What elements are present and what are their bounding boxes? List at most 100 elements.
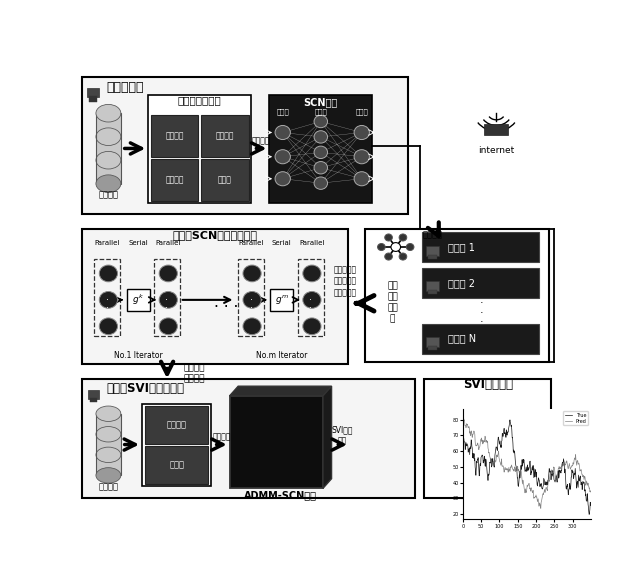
Text: Serial: Serial bbox=[128, 240, 148, 245]
Circle shape bbox=[314, 131, 328, 143]
Bar bbox=[151, 115, 198, 157]
Pred bbox=[519, 476, 526, 483]
Text: 均匀模型: 均匀模型 bbox=[252, 136, 271, 145]
Bar bbox=[82, 77, 408, 214]
Pred bbox=[537, 505, 544, 512]
Bar bbox=[422, 268, 540, 297]
Bar bbox=[145, 446, 208, 483]
True bbox=[506, 416, 514, 423]
Bar bbox=[201, 115, 248, 157]
True bbox=[586, 509, 593, 516]
Text: 某污水SVI监测工作站: 某污水SVI监测工作站 bbox=[106, 382, 184, 395]
Circle shape bbox=[378, 244, 385, 251]
Bar bbox=[154, 259, 180, 336]
True bbox=[587, 502, 595, 509]
Pred bbox=[582, 482, 590, 488]
Bar bbox=[428, 290, 438, 294]
Bar bbox=[298, 259, 324, 336]
Circle shape bbox=[275, 125, 290, 140]
Text: 分布式训练
网格搜索送
取模型参数: 分布式训练 网格搜索送 取模型参数 bbox=[334, 265, 357, 297]
True bbox=[459, 435, 467, 442]
Pred bbox=[493, 452, 501, 459]
Bar bbox=[90, 398, 98, 403]
True bbox=[585, 511, 593, 518]
Bar bbox=[96, 414, 121, 475]
Bar bbox=[88, 390, 99, 399]
Bar bbox=[485, 124, 509, 135]
Text: 工作站 1: 工作站 1 bbox=[449, 243, 475, 252]
Bar bbox=[145, 407, 208, 444]
Bar bbox=[229, 396, 323, 488]
Bar bbox=[89, 97, 97, 102]
Circle shape bbox=[243, 292, 261, 308]
Bar bbox=[270, 289, 294, 311]
Polygon shape bbox=[323, 386, 332, 488]
Bar bbox=[96, 113, 121, 184]
Circle shape bbox=[303, 265, 321, 282]
Text: 采集数据: 采集数据 bbox=[98, 482, 119, 491]
Circle shape bbox=[354, 125, 370, 140]
Circle shape bbox=[303, 318, 321, 335]
Text: 分发策略: 分发策略 bbox=[423, 230, 442, 239]
Bar bbox=[94, 259, 121, 336]
True bbox=[528, 468, 535, 475]
Pred bbox=[528, 484, 535, 491]
Bar bbox=[422, 324, 540, 353]
Circle shape bbox=[354, 172, 370, 186]
Bar bbox=[201, 159, 248, 201]
Text: 工作站 2: 工作站 2 bbox=[449, 277, 475, 288]
Circle shape bbox=[99, 292, 117, 308]
Circle shape bbox=[406, 244, 414, 251]
Bar bbox=[269, 95, 372, 203]
Circle shape bbox=[385, 253, 392, 260]
Text: $g^m$: $g^m$ bbox=[275, 293, 289, 307]
Line: Pred: Pred bbox=[463, 414, 591, 509]
Text: ·
·
·: · · · bbox=[309, 287, 312, 313]
Text: ADMM-SCN模型: ADMM-SCN模型 bbox=[244, 490, 317, 500]
Text: ·
·
·: · · · bbox=[250, 287, 253, 313]
Polygon shape bbox=[229, 386, 332, 396]
Circle shape bbox=[314, 146, 328, 158]
Bar bbox=[238, 259, 264, 336]
Circle shape bbox=[354, 150, 370, 164]
True bbox=[535, 474, 542, 481]
Circle shape bbox=[243, 318, 261, 335]
Bar bbox=[127, 289, 150, 311]
Text: 载入模型: 载入模型 bbox=[212, 432, 231, 441]
Text: SVI展示分析: SVI展示分析 bbox=[463, 378, 513, 391]
Text: 输入层: 输入层 bbox=[276, 108, 289, 115]
Circle shape bbox=[314, 116, 328, 128]
Text: 缺失填补: 缺失填补 bbox=[165, 176, 184, 184]
Pred bbox=[587, 488, 595, 495]
Bar bbox=[82, 379, 415, 498]
Pred bbox=[586, 484, 593, 491]
Circle shape bbox=[314, 177, 328, 189]
Text: Parallel: Parallel bbox=[95, 240, 120, 245]
Text: · · ·: · · · bbox=[214, 300, 238, 315]
Text: ·
·
·: · · · bbox=[480, 299, 484, 327]
Bar bbox=[426, 246, 439, 256]
Circle shape bbox=[399, 234, 407, 241]
Text: 去除异常: 去除异常 bbox=[216, 132, 234, 140]
Text: SCN模型: SCN模型 bbox=[303, 97, 338, 108]
Text: 工作站 N: 工作站 N bbox=[449, 333, 476, 344]
Pred bbox=[459, 411, 467, 418]
Text: 训练完成
投入使用: 训练完成 投入使用 bbox=[184, 363, 205, 383]
Ellipse shape bbox=[96, 468, 121, 483]
Line: True: True bbox=[463, 420, 591, 514]
Pred bbox=[459, 415, 467, 422]
Bar bbox=[365, 229, 549, 362]
Bar bbox=[142, 404, 211, 486]
Pred bbox=[535, 500, 542, 507]
Text: Parallel: Parallel bbox=[239, 240, 264, 245]
Text: SVI在线
监测: SVI在线 监测 bbox=[332, 426, 353, 446]
Circle shape bbox=[275, 172, 290, 186]
Bar bbox=[148, 95, 251, 203]
Text: 标准化: 标准化 bbox=[218, 176, 232, 184]
Circle shape bbox=[99, 265, 117, 282]
Text: ·
·
·: · · · bbox=[106, 287, 109, 313]
Text: No.m Iterator: No.m Iterator bbox=[256, 351, 307, 360]
Text: 监测工作站: 监测工作站 bbox=[106, 81, 143, 94]
Text: 数据整理: 数据整理 bbox=[167, 420, 187, 430]
Bar bbox=[87, 89, 99, 97]
